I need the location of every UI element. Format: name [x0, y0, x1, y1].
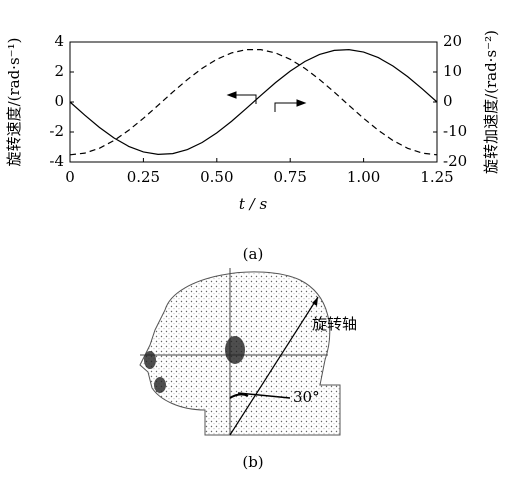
y-axis-label: 旋转速度/(rad·s⁻¹)	[5, 38, 23, 167]
series-line	[69, 49, 438, 155]
y-tick-label: 2	[54, 62, 64, 80]
series-line	[69, 49, 438, 156]
x-tick-label: 0.75	[273, 168, 306, 186]
x-tick-label: 0.50	[200, 168, 233, 186]
y-tick-label: -4	[49, 152, 64, 170]
axis-arrows	[226, 91, 307, 112]
y2-tick-label: 0	[443, 92, 453, 110]
angle-label: 30°	[293, 388, 320, 406]
y-tick-label: 4	[54, 32, 64, 50]
caption: (a)	[243, 245, 264, 263]
x-tick-label: 1.25	[420, 168, 453, 186]
y-tick-label: 0	[54, 92, 64, 110]
caption: (b)	[242, 453, 263, 471]
y2-tick-label: 10	[443, 62, 462, 80]
y2-tick-label: -20	[443, 152, 467, 170]
x-tick-label: 0.25	[127, 168, 160, 186]
x-tick-label: 1.00	[347, 168, 380, 186]
head-diagram	[139, 268, 341, 436]
y2-axis-label: 旋转加速度/(rad·s⁻²)	[482, 30, 500, 174]
axis-label: 旋转轴	[312, 315, 357, 333]
y2-tick-label: -10	[443, 122, 467, 140]
y2-tick-label: 20	[443, 32, 462, 50]
x-tick-label: 0	[65, 168, 75, 186]
x-axis-label: t / s	[239, 195, 268, 213]
y-tick-label: -2	[49, 122, 64, 140]
